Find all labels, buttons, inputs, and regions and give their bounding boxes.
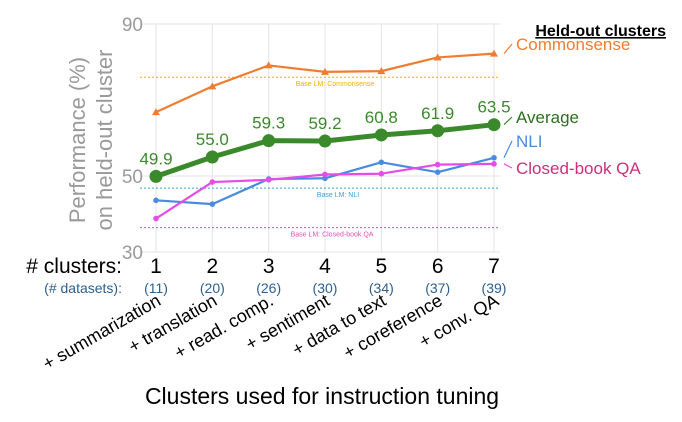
x-tick-1: 1 <box>150 255 162 278</box>
x-tick-7: 7 <box>488 255 500 278</box>
baselines: Base LM: Commonsense Base LM: NLI Base LM:… <box>140 76 500 239</box>
point-average-5 <box>374 128 388 142</box>
point-nli-7 <box>491 154 497 161</box>
value-label-3: 59.3 <box>252 114 285 133</box>
point-commonsense-5 <box>377 67 386 75</box>
point-average-1 <box>149 169 163 183</box>
point-commonsense-3 <box>264 61 273 69</box>
point-average-6 <box>431 124 445 138</box>
y-tick-labels: 30 50 90 <box>122 15 143 264</box>
legend-leader-3 <box>503 140 513 159</box>
point-nli-6 <box>434 169 441 175</box>
series <box>149 49 501 222</box>
dataset-count-5: (34) <box>369 280 394 296</box>
point-nli-2 <box>209 201 216 207</box>
value-label-5: 60.8 <box>365 108 398 127</box>
legend-entry-nli: NLI <box>516 132 542 151</box>
value-label-4: 59.2 <box>308 114 341 133</box>
point-closed-book-qa-7 <box>491 161 497 167</box>
row-label-clusters: # clusters: <box>26 255 122 278</box>
point-average-2 <box>205 150 219 164</box>
legend: Commonsense Average NLI Closed-book QA <box>503 35 641 178</box>
x-tick-4: 4 <box>319 255 331 278</box>
cluster-labels: + summarization+ translation+ read. comp… <box>39 290 502 374</box>
point-commonsense-1 <box>152 108 160 116</box>
point-commonsense-4 <box>321 67 329 75</box>
point-average-3 <box>262 134 276 148</box>
legend-entry-average: Average <box>516 108 579 127</box>
x-tick-3: 3 <box>263 255 275 278</box>
x-tick-6: 6 <box>432 255 444 278</box>
point-closed-book-qa-3 <box>265 177 272 183</box>
point-nli-1 <box>153 197 159 204</box>
dataset-count-4: (30) <box>313 280 338 296</box>
value-label-1: 49.9 <box>139 149 172 168</box>
point-average-4 <box>318 134 332 148</box>
point-commonsense-6 <box>433 53 442 61</box>
dataset-count-3: (26) <box>256 280 281 296</box>
legend-entry-commonsense: Commonsense <box>516 35 630 54</box>
y-tick-90: 90 <box>122 15 143 36</box>
x-axis-label: Clusters used for instruction tuning <box>145 383 499 409</box>
point-nli-5 <box>378 159 385 166</box>
point-closed-book-qa-2 <box>209 179 216 185</box>
value-labels: 49.9 55.0 59.3 59.2 60.8 61.9 63.5 <box>139 98 510 169</box>
y-axis-label-line1: Performance (%) <box>65 57 90 223</box>
point-closed-book-qa-5 <box>378 170 385 177</box>
dataset-count-2: (20) <box>200 280 225 296</box>
baseline-label-1: Base LM: Commonsense <box>296 81 375 88</box>
point-commonsense-7 <box>490 49 498 57</box>
x-tick-5: 5 <box>375 255 387 278</box>
dataset-count-1: (11) <box>144 280 168 296</box>
y-tick-50: 50 <box>122 167 143 188</box>
x-tick-2: 2 <box>206 255 218 278</box>
baseline-label-2: Base LM: NLI <box>317 192 359 199</box>
y-axis-label-line2: on held-out cluster <box>92 50 117 231</box>
value-label-2: 55.0 <box>196 130 229 149</box>
row-label-datasets: (# datasets): <box>44 280 122 296</box>
legend-title: Held-out clusters <box>535 23 666 40</box>
legend-entry-closed-book-qa: Closed-book QA <box>516 159 641 178</box>
dataset-count-7: (39) <box>482 280 507 296</box>
legend-leader-4 <box>503 163 513 169</box>
value-label-6: 61.9 <box>421 104 454 123</box>
point-closed-book-qa-4 <box>322 171 328 178</box>
legend-leader-1 <box>503 43 513 55</box>
dataset-count-labels: (11) (20) (26) (30) (34) (37) (39) <box>144 280 506 296</box>
point-closed-book-qa-6 <box>434 161 441 168</box>
dataset-count-6: (37) <box>425 280 450 296</box>
point-average-7 <box>487 118 501 132</box>
x-tick-labels: 1 2 3 4 5 6 7 <box>150 255 500 278</box>
point-closed-book-qa-1 <box>153 215 159 222</box>
y-tick-30: 30 <box>122 243 143 264</box>
baseline-label-3: Base LM: Closed-book QA <box>291 232 374 239</box>
point-commonsense-2 <box>208 82 217 90</box>
value-label-7: 63.5 <box>477 98 510 117</box>
legend-leader-2 <box>503 116 513 126</box>
